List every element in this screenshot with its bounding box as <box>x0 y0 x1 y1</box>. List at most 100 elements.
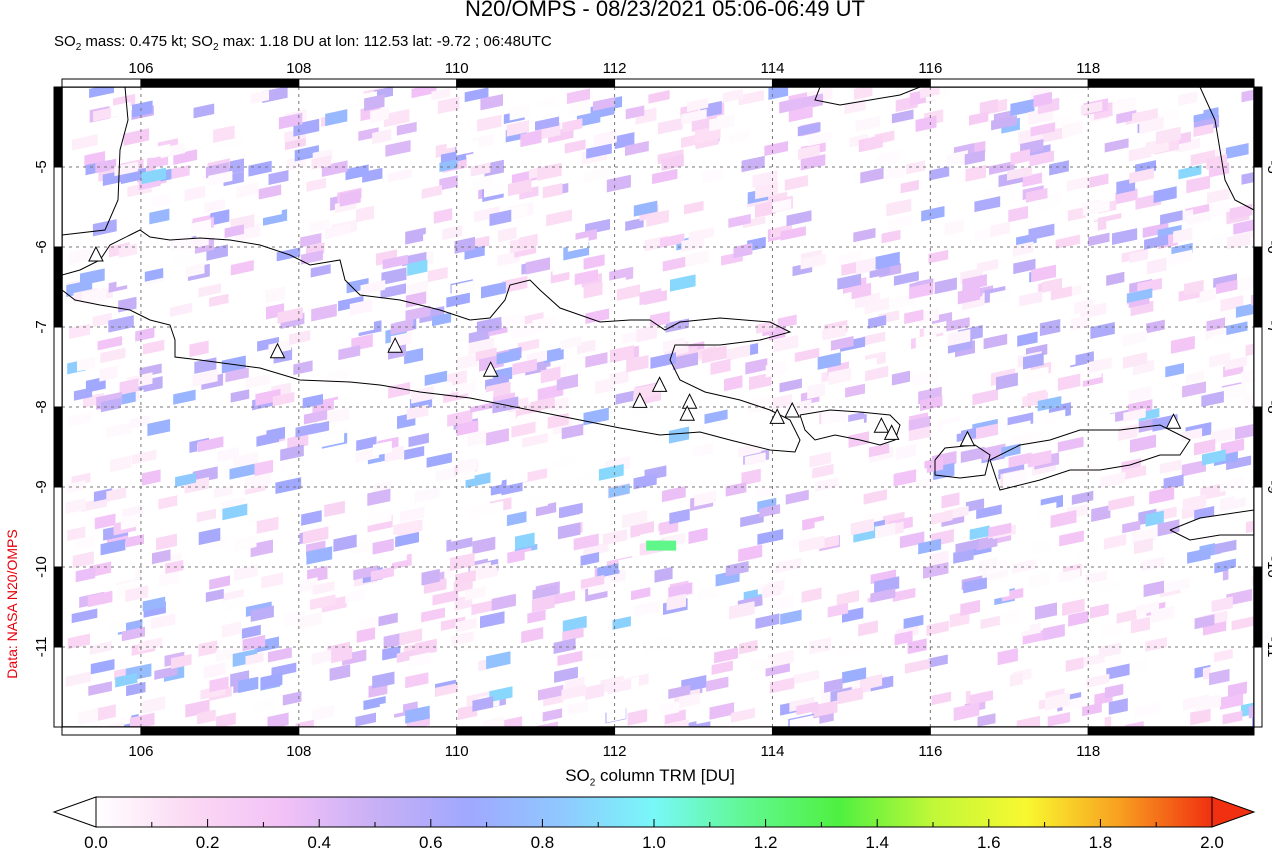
so2-pixel <box>300 232 322 248</box>
so2-pixel <box>564 139 586 154</box>
so2-pixel <box>633 473 657 490</box>
lon-tick-label-bottom: 116 <box>918 743 942 760</box>
so2-pixel <box>1214 539 1237 555</box>
so2-pixel <box>965 164 986 182</box>
so2-pixel <box>766 263 790 281</box>
frame-bar-right <box>1253 566 1263 648</box>
so2-pixel <box>106 487 127 502</box>
so2-pixel <box>860 167 884 184</box>
coastline <box>814 87 921 106</box>
so2-pixel <box>158 571 180 587</box>
colorbar-tick-label: 1.4 <box>865 833 889 852</box>
so2-max-pixel <box>646 540 677 551</box>
so2-pixel <box>1186 175 1211 194</box>
so2-pixel <box>724 375 743 392</box>
so2-pixel <box>900 179 919 194</box>
so2-pixel <box>663 719 689 727</box>
coastline <box>934 444 991 479</box>
so2-pixel <box>309 421 330 435</box>
so2-pixel <box>414 486 440 503</box>
so2-pixel <box>822 324 847 341</box>
so2-pixel <box>193 103 215 119</box>
lon-tick-label-top: 108 <box>286 60 311 77</box>
lat-tick-label-right: -8 <box>1264 400 1272 413</box>
so2-pixel <box>1000 609 1020 626</box>
coastline <box>1199 87 1254 211</box>
so2-pixel <box>99 365 118 382</box>
so2-pixel <box>406 404 429 421</box>
so2-pixel <box>1209 668 1230 686</box>
so2-pixel <box>561 423 584 440</box>
so2-pixel <box>1221 438 1245 455</box>
so2-pixel <box>728 601 755 620</box>
so2-pixel <box>837 687 864 705</box>
so2-pixel <box>606 705 626 723</box>
so2-pixel <box>92 219 117 237</box>
so2-pixel <box>511 321 537 340</box>
so2-pixel <box>562 118 583 133</box>
so2-pixel <box>472 536 496 555</box>
so2-pixel <box>432 589 459 606</box>
so2-pixel <box>435 466 458 483</box>
frame-bar-top <box>61 78 142 88</box>
so2-pixel <box>684 200 704 215</box>
so2-pixel <box>1173 410 1194 426</box>
so2-pixel <box>870 569 897 585</box>
so2-pixel <box>1077 368 1102 383</box>
so2-pixel <box>1153 186 1177 203</box>
so2-pixel <box>738 544 763 562</box>
so2-pixel <box>733 242 753 259</box>
so2-pixel <box>755 613 780 630</box>
so2-pixel <box>681 236 704 253</box>
so2-pixel <box>326 369 349 386</box>
so2-pixel <box>923 562 949 579</box>
frame-bar-left <box>53 246 63 328</box>
so2-pixel <box>1025 188 1048 203</box>
so2-pixel <box>253 696 277 714</box>
so2-pixel <box>654 566 673 583</box>
so2-pixel <box>81 497 107 513</box>
so2-pixel <box>501 312 524 329</box>
so2-pixel <box>573 533 599 551</box>
so2-pixel <box>794 347 820 363</box>
so2-pixel <box>337 577 358 593</box>
so2-pixel <box>1159 459 1182 474</box>
so2-pixel <box>969 111 989 126</box>
so2-pixel <box>421 185 443 199</box>
so2-pixel <box>267 712 289 727</box>
so2-pixel <box>636 325 657 343</box>
so2-pixel <box>97 336 123 351</box>
so2-pixel <box>1186 370 1205 385</box>
so2-pixel <box>1103 533 1127 550</box>
so2-pixel <box>1193 123 1214 138</box>
so2-pixel <box>289 330 311 346</box>
so2-pixel <box>100 538 126 556</box>
so2-pixel <box>399 628 423 646</box>
so2-pixel <box>221 621 241 638</box>
so2-pixel <box>1104 683 1124 699</box>
so2-pixel <box>1160 210 1183 225</box>
so2-pixel <box>983 333 1008 350</box>
so2-pixel <box>1050 286 1072 301</box>
so2-pixel <box>957 286 981 305</box>
so2-pixel <box>817 352 841 370</box>
so2-pixel <box>1106 663 1130 680</box>
so2-pixel <box>942 420 961 438</box>
so2-pixel <box>126 681 146 697</box>
so2-pixel <box>1086 673 1110 688</box>
so2-pixel <box>821 407 847 426</box>
so2-pixel <box>1211 596 1233 613</box>
so2-pixel <box>797 121 821 137</box>
so2-pixel <box>947 338 973 354</box>
so2-pixel <box>519 233 538 250</box>
so2-pixel <box>836 590 859 606</box>
so2-pixel <box>158 495 178 510</box>
so2-pixel <box>738 718 760 727</box>
so2-pixel <box>372 671 395 689</box>
so2-pixel <box>818 501 841 516</box>
so2-pixel <box>960 599 981 616</box>
so2-pixel <box>1241 170 1254 185</box>
so2-pixel <box>701 345 727 364</box>
coastline <box>989 424 1191 491</box>
so2-pixel <box>804 292 825 309</box>
